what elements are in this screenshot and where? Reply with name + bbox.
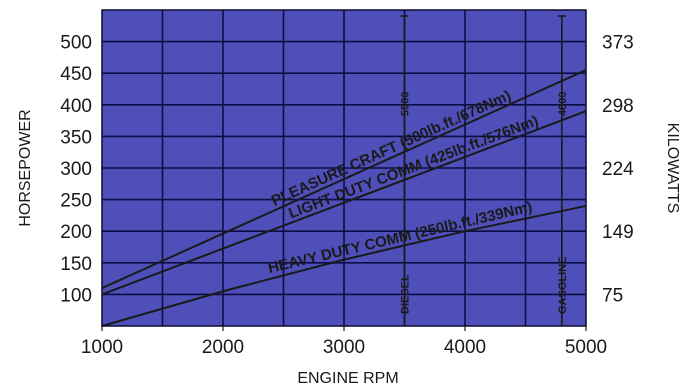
series-line-3 (101, 204, 587, 327)
y2-tick-label: 149 (602, 222, 634, 243)
y-tick-label: 100 (60, 285, 92, 306)
y-axis-title: HORSEPOWER (17, 109, 34, 226)
engine-markers (400, 15, 566, 326)
x-axis-title: ENGINE RPM (297, 370, 398, 387)
y2-tick-label: 373 (602, 33, 634, 54)
y-tick-label: 350 (60, 127, 92, 148)
y2-tick-label: 298 (602, 96, 634, 117)
series-line-1 (101, 69, 587, 289)
x-tick-label: 5000 (565, 337, 607, 358)
y-tick-label: 400 (60, 96, 92, 117)
y-tick-labels: 100 150 200 250 300 350 400 450 500 (60, 33, 92, 307)
y2-tick-label: 224 (602, 159, 634, 180)
y-tick-label: 250 (60, 191, 92, 212)
y-tick-label: 300 (60, 159, 92, 180)
x-tick-labels: 1000 2000 3000 4000 5000 (81, 326, 607, 358)
y-tick-label: 500 (60, 33, 92, 54)
x-tick-label: 4000 (444, 337, 486, 358)
marker-top-label: 4800 (557, 92, 569, 116)
y2-tick-labels: 75 149 224 298 373 (602, 33, 634, 307)
x-tick-label: 2000 (202, 337, 244, 358)
series-lines (101, 69, 587, 327)
marker-top-label: 5500 (400, 92, 412, 116)
x-tick-label: 3000 (323, 337, 365, 358)
series-line-2 (101, 110, 587, 296)
axis-titles: ENGINE RPM HORSEPOWER KILOWATTS (17, 109, 680, 387)
y2-axis-title: KILOWATTS (664, 123, 680, 214)
y-tick-label: 200 (60, 222, 92, 243)
y-tick-label: 450 (60, 64, 92, 85)
marker-bottom-label: GASOLINE (557, 257, 569, 314)
marker-bottom-label: DIESEL (400, 274, 412, 314)
x-tick-label: 1000 (81, 337, 123, 358)
y-tick-label: 150 (60, 254, 92, 275)
y2-tick-label: 75 (602, 285, 623, 306)
